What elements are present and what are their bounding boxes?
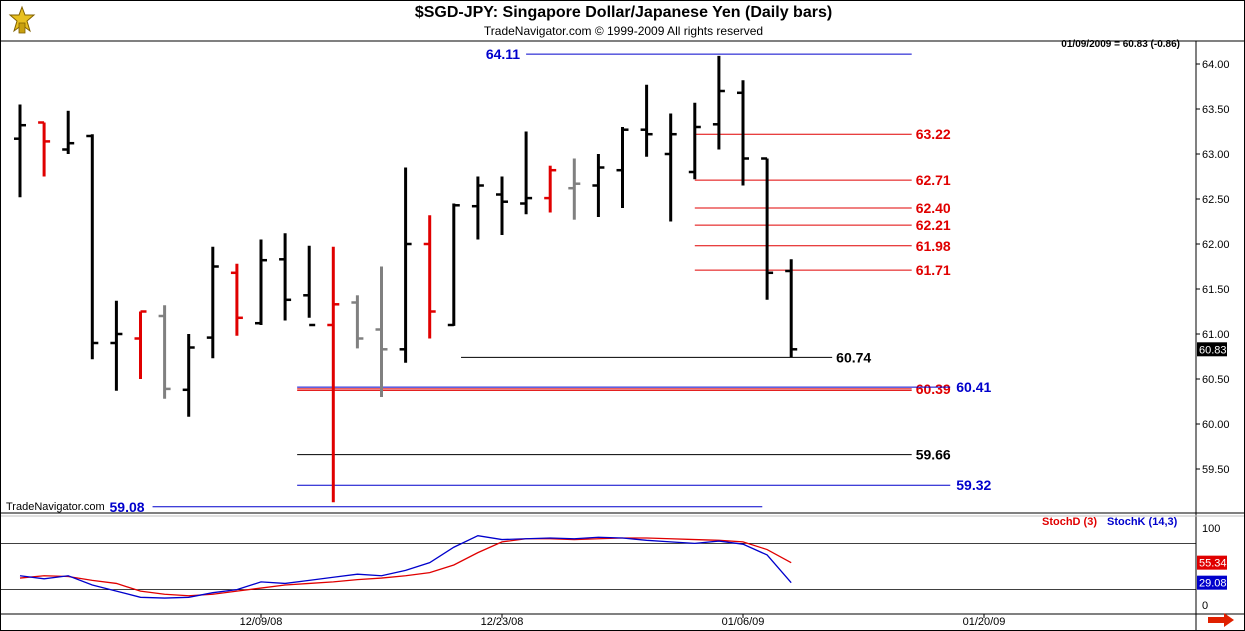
stoch-k-line [19, 535, 792, 599]
price-tick-label: 62.50 [1202, 194, 1230, 206]
price-tick-label: 61.50 [1202, 284, 1230, 296]
level-label: 62.71 [916, 172, 951, 188]
stoch-tick-label: 0 [1202, 600, 1208, 612]
price-tick-label: 63.50 [1202, 104, 1230, 116]
stoch-k-value-box [1197, 575, 1227, 590]
stoch-legend: StochD (3) StochK (14,3) [1042, 516, 1178, 528]
date-tick-label: 01/06/09 [722, 616, 765, 628]
level-label: 62.40 [916, 200, 951, 216]
price-tick-label: 64.00 [1202, 59, 1230, 71]
level-label: 62.21 [916, 217, 951, 233]
last-price-label: 60.83 [1199, 344, 1227, 356]
stoch-k-value-label: 29.08 [1199, 578, 1227, 590]
level-label: 60.41 [956, 379, 991, 395]
level-label: 63.22 [916, 126, 951, 142]
level-label: 61.98 [916, 238, 951, 254]
date-tick-label: 12/23/08 [481, 616, 524, 628]
price-tick-label: 59.50 [1202, 464, 1230, 476]
price-tick-label: 62.00 [1202, 239, 1230, 251]
stoch-d-value-label: 55.34 [1199, 558, 1227, 570]
level-label: 59.08 [110, 499, 145, 515]
price-tick-label: 63.00 [1202, 149, 1230, 161]
price-tick-label: 60.50 [1202, 374, 1230, 386]
date-tick-label: 12/09/08 [240, 616, 283, 628]
level-label: 59.66 [916, 447, 951, 463]
stoch-d-value-box [1197, 555, 1227, 570]
level-label: 64.11 [486, 46, 520, 62]
trade-navigator-logo-icon [8, 5, 36, 34]
price-tick-label: 60.00 [1202, 419, 1230, 431]
last-quote: 01/09/2009 = 60.83 (-0.86) [1061, 39, 1180, 50]
stoch-tick-label: 100 [1202, 523, 1220, 535]
chart-subtitle: TradeNavigator.com © 1999-2009 All right… [483, 24, 764, 38]
last-price-box [1197, 342, 1227, 357]
scroll-right-arrow-icon[interactable] [1208, 613, 1234, 627]
price-tick-label: 61.00 [1202, 329, 1230, 341]
level-label: 61.71 [916, 262, 951, 278]
stoch-d-legend: StochD (3) [1042, 516, 1097, 528]
date-tick-label: 01/20/09 [963, 616, 1006, 628]
chart-title: $SGD-JPY: Singapore Dollar/Japanese Yen … [414, 4, 833, 21]
level-label: 59.32 [956, 477, 991, 493]
stoch-k-legend: StochK (14,3) [1107, 516, 1178, 528]
stoch-d-line [19, 537, 792, 597]
watermark: TradeNavigator.com [6, 501, 105, 513]
level-label: 60.74 [836, 349, 871, 365]
level-label: 60.39 [916, 381, 951, 397]
